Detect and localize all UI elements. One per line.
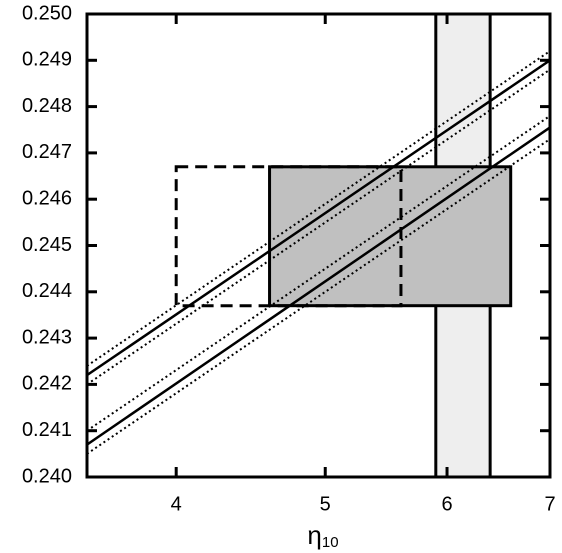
y-tick-label: 0.244: [22, 280, 72, 302]
y-tick-label: 0.241: [22, 419, 72, 441]
line: [87, 115, 550, 432]
y-tick-label: 0.242: [22, 373, 72, 395]
y-tick-label: 0.245: [22, 234, 72, 256]
y-tick-label: 0.249: [22, 49, 72, 71]
y-tick-label: 0.247: [22, 141, 72, 163]
line: [87, 126, 550, 446]
x-tick-label: 5: [320, 493, 331, 515]
y-tick-label: 0.246: [22, 187, 72, 209]
y-tick-label: 0.243: [22, 326, 72, 348]
line: [87, 68, 550, 386]
y-tick-label: 0.250: [22, 2, 72, 24]
x-label-main: η: [307, 520, 321, 550]
line: [87, 50, 550, 367]
x-tick-label: 7: [544, 493, 555, 515]
x-tick-label: 4: [171, 493, 182, 515]
line: [87, 59, 550, 377]
line: [87, 138, 550, 455]
y-tick-label: 0.248: [22, 95, 72, 117]
y-tick-label: 0.240: [22, 465, 72, 487]
x-label-subscript: 10: [322, 534, 339, 551]
x-axis-label: η10: [307, 520, 338, 551]
x-tick-label: 6: [441, 493, 452, 515]
